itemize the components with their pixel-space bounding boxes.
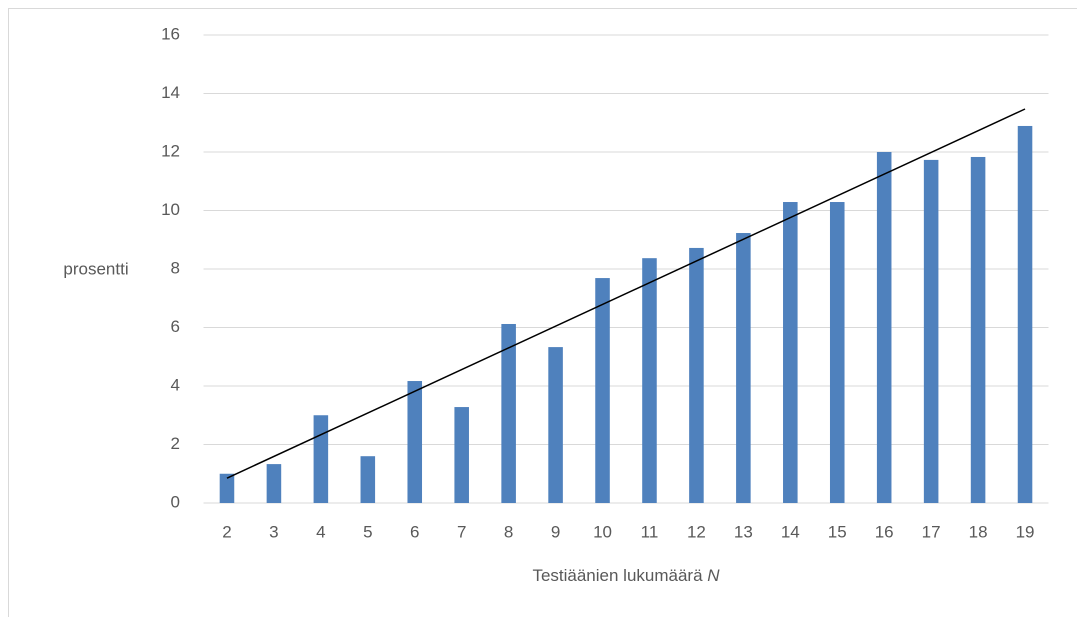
y-tick-label: 4 — [171, 375, 180, 394]
x-tick-label: 12 — [687, 522, 706, 541]
chart-border — [8, 8, 1077, 617]
x-tick-label: 6 — [410, 522, 419, 541]
x-tick-label: 5 — [363, 522, 372, 541]
trendline — [226, 108, 1026, 479]
bar — [923, 159, 939, 503]
bar — [266, 464, 282, 503]
x-tick-label: 16 — [875, 522, 894, 541]
bar — [876, 152, 892, 503]
y-tick-label: 14 — [161, 83, 180, 102]
y-axis-label: prosentti — [63, 259, 128, 278]
y-tick-label: 8 — [171, 258, 180, 277]
bar — [970, 156, 986, 503]
x-tick-label: 8 — [504, 522, 513, 541]
x-tick-label: 15 — [828, 522, 847, 541]
x-tick-label: 19 — [1016, 522, 1035, 541]
bar — [829, 202, 845, 503]
x-tick-label: 2 — [222, 522, 231, 541]
x-tick-label: 4 — [316, 522, 325, 541]
bar — [642, 258, 657, 503]
x-tick-label: 11 — [641, 522, 659, 541]
x-tick-label: 9 — [551, 522, 560, 541]
bar — [783, 202, 798, 503]
bar — [219, 473, 235, 503]
y-tick-label: 0 — [171, 492, 180, 511]
bar — [501, 323, 516, 503]
x-tick-label: 10 — [593, 522, 612, 541]
x-tick-label: 13 — [734, 522, 753, 541]
bar — [595, 278, 610, 503]
x-tick-label: 14 — [781, 522, 800, 541]
y-tick-label: 10 — [161, 200, 180, 219]
x-axis-label-variable: N — [707, 566, 720, 585]
bar — [313, 415, 329, 503]
bar — [1017, 125, 1033, 503]
x-tick-label: 17 — [922, 522, 941, 541]
y-tick-label: 2 — [171, 434, 180, 453]
x-axis-label-text: Testiäänien lukumäärä — [532, 566, 703, 585]
y-tick-label: 12 — [161, 141, 180, 160]
bar — [736, 233, 751, 503]
bar — [689, 247, 704, 503]
x-tick-label: 3 — [269, 522, 278, 541]
bar — [360, 456, 376, 503]
x-tick-label: 18 — [969, 522, 988, 541]
bar — [548, 347, 563, 503]
bar — [407, 381, 423, 503]
x-axis-label: Testiäänien lukumäärä N — [532, 566, 720, 585]
x-tick-label: 7 — [457, 522, 466, 541]
bar — [454, 407, 469, 503]
y-tick-label: 16 — [161, 24, 180, 43]
y-tick-label: 6 — [171, 317, 180, 336]
